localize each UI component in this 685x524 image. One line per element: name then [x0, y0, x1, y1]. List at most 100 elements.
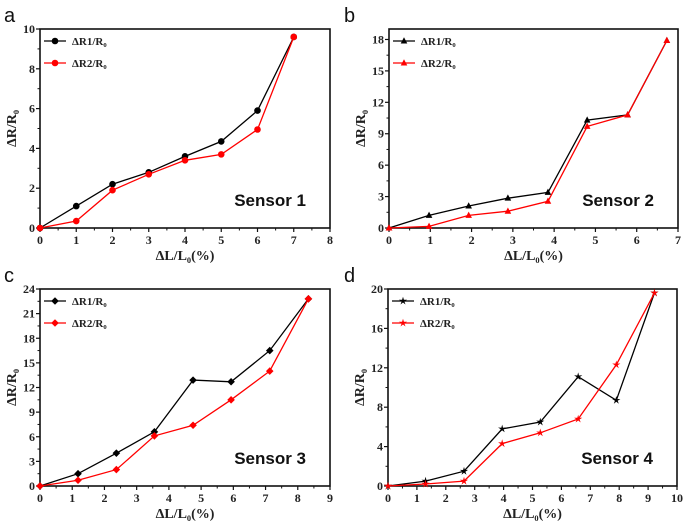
marker-triangle [583, 122, 591, 129]
panel-label: b [344, 5, 355, 27]
marker-star [650, 288, 659, 297]
series-2 [36, 295, 313, 490]
marker-diamond [227, 396, 235, 404]
x-tick-label: 4 [551, 233, 557, 247]
legend-entry: ΔR1/R₀ [420, 296, 455, 308]
marker-star [612, 360, 621, 369]
x-tick-label: 1 [427, 233, 433, 247]
legend-entry: ΔR2/R₀ [72, 318, 107, 330]
marker-diamond [189, 376, 197, 384]
marker-circle [72, 217, 80, 225]
x-axis-label: ΔL/L₀(%) [503, 507, 562, 522]
panel-a: a 0 1 2 3 4 5 6 7 8 0 2 4 6 8 10 ΔL/L₀(%) ΔR/R₀ Sensor 1 ΔR… [4, 5, 333, 264]
marker-star [498, 424, 507, 433]
x-axis-label: ΔL/L₀(%) [504, 249, 563, 264]
x-tick-label: 0 [385, 491, 391, 505]
y-axis-label: ΔR/R₀ [5, 110, 20, 147]
x-tick-label: 7 [675, 233, 681, 247]
series-2 [383, 288, 659, 490]
marker-diamond [51, 297, 59, 305]
marker-circle [109, 180, 116, 188]
x-tick-label: 8 [616, 491, 622, 505]
y-tick-label: 8 [29, 62, 35, 76]
y-tick-label: 0 [377, 479, 383, 493]
marker-diamond [227, 377, 235, 386]
x-tick-label: 6 [230, 491, 236, 505]
y-tick-label: 3 [378, 190, 384, 204]
sensor-annotation: Sensor 3 [234, 449, 306, 468]
marker-circle [51, 37, 59, 45]
legend-entry: ΔR2/R₀ [72, 58, 107, 70]
sensor-annotation: Sensor 2 [582, 191, 654, 210]
x-tick-label: 4 [182, 233, 188, 247]
marker-circle [217, 151, 225, 158]
x-tick-label: 6 [634, 233, 640, 247]
marker-star [536, 417, 545, 426]
marker-circle [254, 126, 261, 133]
marker-triangle [663, 36, 671, 44]
marker-circle [145, 170, 153, 178]
x-tick-label: 5 [198, 491, 204, 505]
sensor-annotation: Sensor 1 [234, 191, 306, 210]
marker-triangle [544, 188, 552, 195]
x-tick-label: 10 [671, 491, 683, 505]
x-tick-label: 8 [327, 233, 333, 247]
marker-circle [181, 157, 189, 164]
legend-entry: ΔR2/R₀ [420, 318, 455, 330]
marker-diamond [189, 421, 197, 430]
marker-diamond [150, 432, 159, 440]
y-axis-label: ΔR/R₀ [354, 110, 369, 147]
marker-triangle [583, 116, 591, 123]
panel-label: a [4, 5, 16, 27]
x-tick-label: 9 [327, 491, 333, 505]
y-tick-label: 12 [23, 381, 35, 395]
y-tick-label: 15 [23, 356, 35, 370]
y-tick-label: 9 [29, 405, 35, 419]
y-axis-label: ΔR/R₀ [5, 369, 20, 406]
marker-diamond [304, 295, 313, 303]
marker-star [398, 296, 408, 305]
x-tick-label: 7 [291, 233, 297, 247]
y-tick-label: 12 [372, 95, 384, 109]
series-line [388, 40, 668, 229]
x-tick-label: 4 [501, 491, 507, 505]
panel-label: c [4, 265, 14, 287]
y-tick-label: 24 [23, 282, 35, 296]
marker-diamond [112, 465, 121, 474]
marker-triangle [504, 207, 512, 214]
marker-star [398, 318, 408, 327]
marker-diamond [74, 469, 82, 478]
sensor-annotation: Sensor 4 [581, 449, 653, 468]
marker-diamond [112, 449, 121, 457]
marker-circle [290, 33, 298, 41]
y-tick-label: 20 [371, 282, 383, 296]
series-2 [385, 36, 671, 231]
y-tick-label: 6 [378, 158, 384, 172]
x-tick-label: 3 [510, 233, 516, 247]
marker-diamond [74, 476, 82, 485]
x-tick-label: 9 [645, 491, 651, 505]
series-line [39, 298, 309, 487]
series-line [39, 36, 295, 229]
marker-diamond [150, 428, 159, 436]
marker-triangle [504, 194, 512, 201]
x-tick-label: 7 [263, 491, 269, 505]
y-tick-label: 9 [378, 127, 384, 141]
marker-star [498, 439, 507, 448]
x-tick-label: 6 [255, 233, 261, 247]
marker-triangle [400, 37, 408, 44]
marker-star [459, 466, 469, 475]
y-tick-label: 4 [29, 141, 35, 155]
x-tick-label: 8 [295, 491, 301, 505]
x-axis-label: ΔL/L₀(%) [156, 507, 215, 522]
x-tick-label: 0 [37, 491, 43, 505]
x-axis-label: ΔL/L₀(%) [156, 249, 215, 264]
y-tick-label: 3 [29, 454, 35, 468]
marker-triangle [385, 224, 393, 231]
marker-star [459, 476, 469, 485]
marker-star [536, 428, 545, 437]
x-tick-label: 2 [101, 491, 107, 505]
marker-triangle [624, 111, 631, 118]
